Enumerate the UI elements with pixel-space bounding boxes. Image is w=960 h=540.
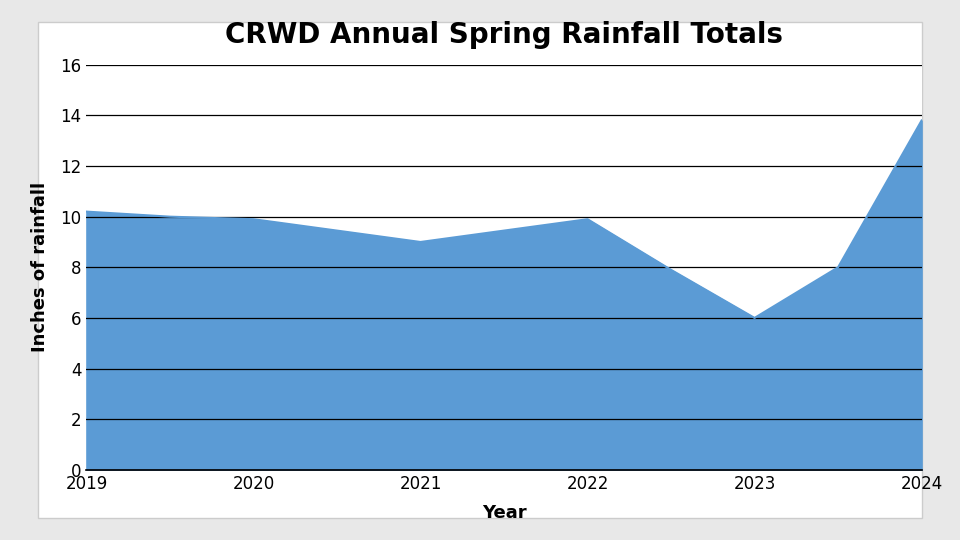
X-axis label: Year: Year	[482, 504, 526, 522]
Y-axis label: Inches of rainfall: Inches of rainfall	[31, 182, 49, 353]
Title: CRWD Annual Spring Rainfall Totals: CRWD Annual Spring Rainfall Totals	[225, 21, 783, 49]
